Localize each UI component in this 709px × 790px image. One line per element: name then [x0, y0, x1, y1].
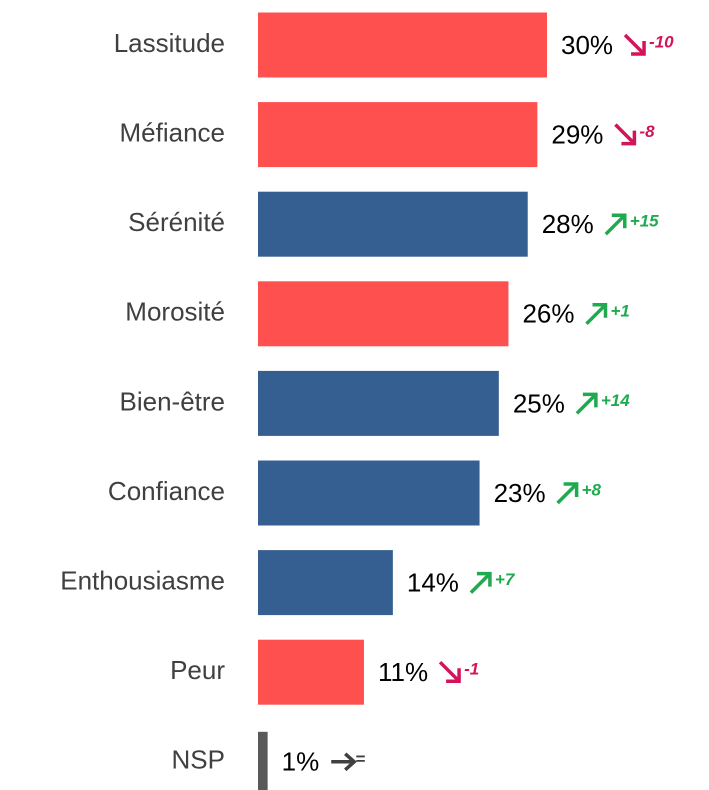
bar [258, 191, 528, 257]
change-label: -1 [464, 660, 479, 679]
change-label: +7 [495, 570, 516, 589]
category-label: Bien-être [120, 386, 226, 416]
category-label: Morosité [125, 297, 225, 327]
category-label: Enthousiasme [60, 565, 225, 595]
change-arrow [604, 214, 626, 236]
value-label: 30% [561, 30, 613, 60]
value-label: 29% [551, 119, 603, 149]
change-label: -8 [639, 122, 655, 141]
value-label: 11% [378, 657, 428, 687]
category-label: Peur [170, 655, 225, 685]
change-arrow [469, 573, 491, 594]
value-label: 23% [494, 478, 546, 508]
value-label: 26% [522, 299, 574, 329]
change-label: -10 [649, 32, 674, 51]
change-arrow [438, 660, 460, 682]
change-label: +1 [611, 301, 630, 320]
category-label: Lassitude [114, 28, 225, 58]
change-arrow-head [621, 130, 637, 146]
change-label: +15 [630, 212, 659, 231]
category-label: NSP [172, 745, 225, 775]
value-label: 28% [542, 209, 594, 239]
change-arrow-head [611, 213, 627, 229]
category-label: Sérénité [128, 207, 225, 237]
category-label: Confiance [108, 476, 225, 506]
change-arrow [556, 483, 577, 505]
bar [258, 12, 547, 78]
bar [258, 550, 393, 616]
change-arrow [623, 33, 645, 55]
change-label: = [355, 749, 365, 768]
bar [258, 281, 509, 347]
bar [258, 460, 480, 526]
value-label: 14% [407, 567, 459, 597]
value-label: 25% [513, 388, 565, 418]
bar [258, 731, 268, 790]
change-arrow-head [476, 571, 492, 587]
bar [258, 102, 538, 168]
change-arrow [614, 123, 635, 144]
change-arrow-head [563, 482, 579, 497]
change-arrow-head [446, 668, 461, 683]
change-arrow [575, 394, 597, 415]
change-label: +14 [601, 391, 630, 410]
change-arrow-head [344, 752, 357, 772]
change-arrow-head [582, 392, 598, 408]
change-arrow-head [631, 41, 646, 56]
category-label: Méfiance [120, 117, 226, 147]
change-label: +8 [582, 480, 602, 499]
change-arrow-head [592, 303, 608, 318]
value-label: 1% [282, 747, 320, 777]
bar [258, 639, 364, 705]
bar [258, 370, 499, 436]
change-arrow [585, 304, 606, 326]
